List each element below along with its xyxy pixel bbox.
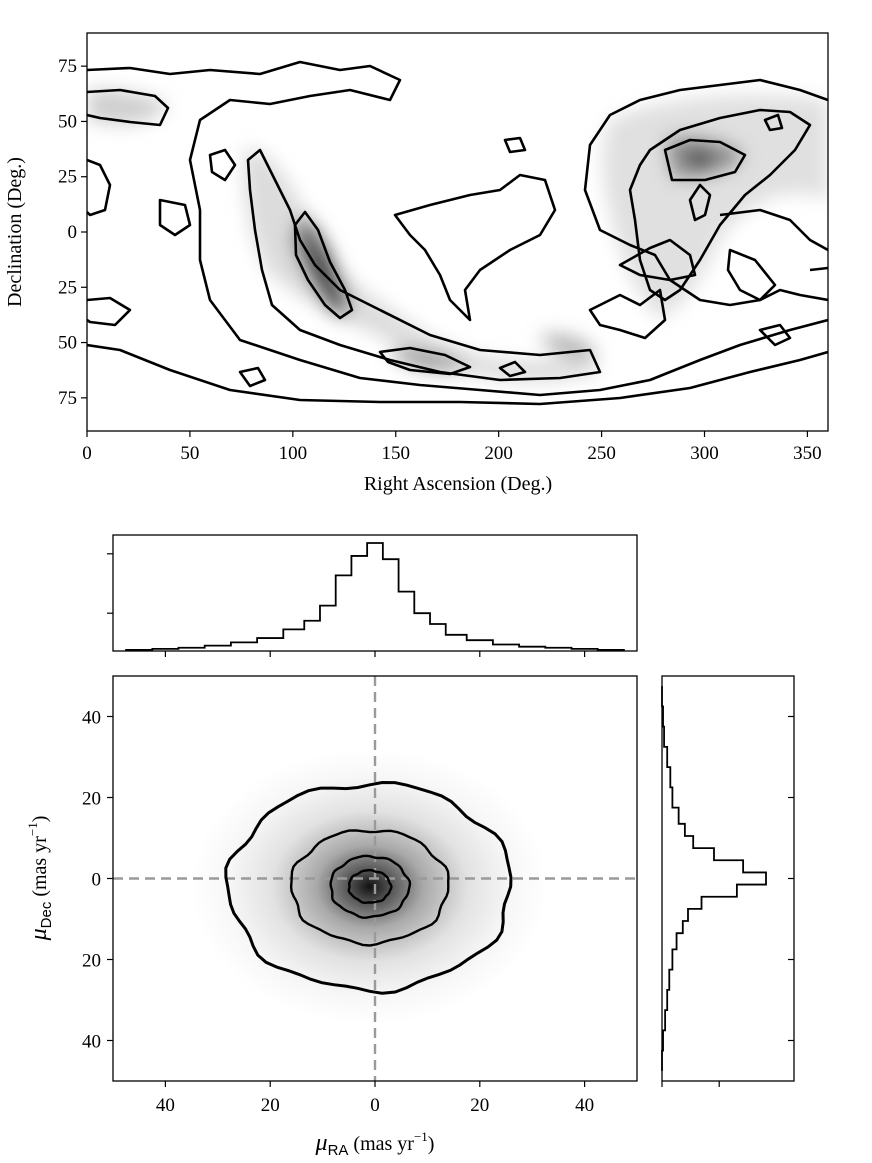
pm-density-gradient (191, 748, 548, 1025)
pm-dec-histogram-step (661, 686, 767, 1071)
sky-y-tick-label: 25 (58, 167, 77, 188)
pm-y-tick-label: 0 (92, 870, 102, 891)
pm-contours (224, 780, 513, 995)
sky-y-tick-label: 0 (68, 222, 78, 243)
pm-ra-histogram-step (125, 542, 625, 651)
pm-contour-line (224, 780, 513, 995)
pm-dec-histogram-panel (661, 675, 795, 1087)
pm-panel: 40 20 0 20 40 40 20 0 20 40 μRA (mas yr−1) μDec … (25, 675, 638, 1159)
pm-contour-line (329, 854, 412, 919)
pm-x-tick-label: 40 (575, 1095, 594, 1116)
sky-y-tick-label: 50 (58, 333, 77, 354)
pm-x-tick-label: 40 (156, 1095, 175, 1116)
pm-x-axis-label: μRA (mas yr−1) (315, 1129, 435, 1159)
sky-y-axis-label: Declination (Deg.) (4, 157, 26, 307)
sky-y-ticks: 75 50 25 0 25 50 75 (58, 56, 87, 409)
sky-y-tick-label: 25 (58, 277, 77, 298)
pm-ra-histogram-panel (107, 534, 638, 657)
pm-contour-line (289, 829, 450, 947)
pm-density (113, 676, 637, 1081)
pm-dec-histogram-ticks (661, 715, 794, 1087)
pm-y-axis-label: μDec (mas yr−1) (25, 816, 55, 942)
sky-y-tick-label: 75 (58, 56, 77, 77)
pm-x-tick-label: 20 (261, 1095, 280, 1116)
sky-x-tick-label: 150 (382, 443, 411, 464)
sky-x-tick-label: 250 (587, 443, 616, 464)
sky-y-tick-label: 50 (58, 111, 77, 132)
pm-ra-histogram-frame (112, 534, 638, 652)
sky-x-tick-label: 0 (82, 443, 92, 464)
pm-ra-histogram-ticks (107, 553, 586, 657)
pm-y-tick-label: 20 (82, 789, 101, 810)
sky-contours (87, 60, 828, 406)
sky-x-tick-label: 200 (484, 443, 513, 464)
pm-y-tick-label: 40 (82, 708, 101, 729)
pm-y-tick-label: 20 (82, 951, 101, 972)
sky-x-tick-label: 50 (180, 443, 199, 464)
pm-y-tick-label: 40 (82, 1032, 101, 1053)
pm-dec-histogram-frame (661, 675, 795, 1082)
sky-x-tick-label: 350 (793, 443, 822, 464)
pm-x-ticks: 40 20 0 20 40 (156, 1081, 594, 1116)
pm-y-ticks: 40 20 0 20 40 (82, 708, 113, 1053)
pm-x-tick-label: 20 (470, 1095, 489, 1116)
sky-x-ticks: 0 50 100 150 200 250 300 350 (82, 431, 822, 464)
sky-x-tick-label: 100 (279, 443, 308, 464)
sky-x-tick-label: 300 (690, 443, 719, 464)
sky-y-tick-label: 75 (58, 388, 77, 409)
pm-x-tick-label: 0 (370, 1095, 380, 1116)
pm-contour-line (347, 868, 393, 905)
sky-x-axis-label: Right Ascension (Deg.) (364, 473, 552, 495)
